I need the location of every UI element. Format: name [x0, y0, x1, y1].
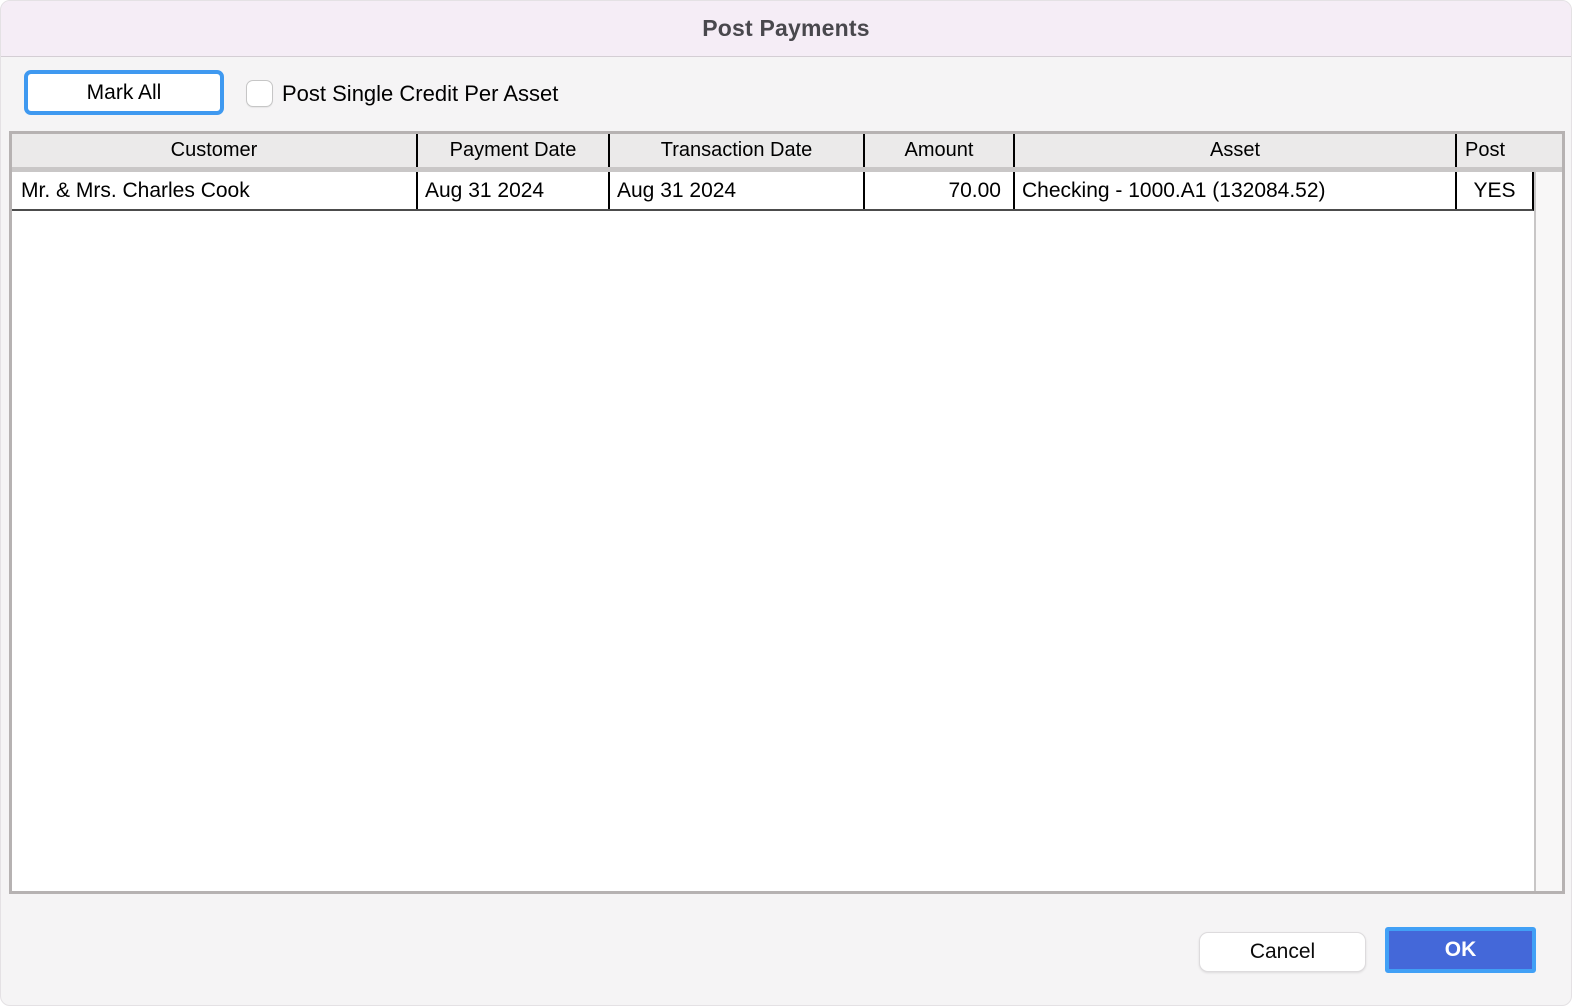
cell-payment-date: Aug 31 2024	[416, 172, 608, 209]
mark-all-button[interactable]: Mark All	[24, 70, 224, 115]
cancel-button[interactable]: Cancel	[1199, 932, 1366, 972]
column-header-payment-date[interactable]: Payment Date	[416, 134, 608, 167]
vertical-scrollbar-track[interactable]	[1534, 172, 1562, 891]
page-title: Post Payments	[702, 15, 870, 41]
column-header-post[interactable]: Post	[1455, 134, 1562, 167]
post-single-credit-checkbox-label: Post Single Credit Per Asset	[282, 80, 559, 106]
title-bar: Post Payments	[1, 1, 1571, 57]
cell-amount: 70.00	[863, 172, 1013, 209]
column-header-asset[interactable]: Asset	[1013, 134, 1455, 167]
cell-post[interactable]: YES	[1455, 172, 1532, 209]
column-header-transaction-date[interactable]: Transaction Date	[608, 134, 863, 167]
table-header-row: Customer Payment Date Transaction Date A…	[12, 134, 1562, 172]
cell-customer: Mr. & Mrs. Charles Cook	[21, 178, 250, 202]
cancel-button-label: Cancel	[1249, 940, 1316, 963]
column-header-amount[interactable]: Amount	[863, 134, 1013, 167]
ok-button[interactable]: OK	[1385, 927, 1536, 973]
post-single-credit-checkbox[interactable]	[246, 80, 273, 107]
column-header-customer[interactable]: Customer	[170, 139, 258, 161]
mark-all-button-label: Mark All	[86, 80, 162, 104]
cell-transaction-date: Aug 31 2024	[608, 172, 863, 209]
ok-button-label: OK	[1444, 938, 1477, 961]
table-row[interactable]: Mr. & Mrs. Charles Cook Aug 31 2024 Aug …	[12, 172, 1534, 211]
payments-table: Customer Payment Date Transaction Date A…	[9, 131, 1565, 894]
cell-asset: Checking - 1000.A1 (132084.52)	[1013, 172, 1455, 209]
